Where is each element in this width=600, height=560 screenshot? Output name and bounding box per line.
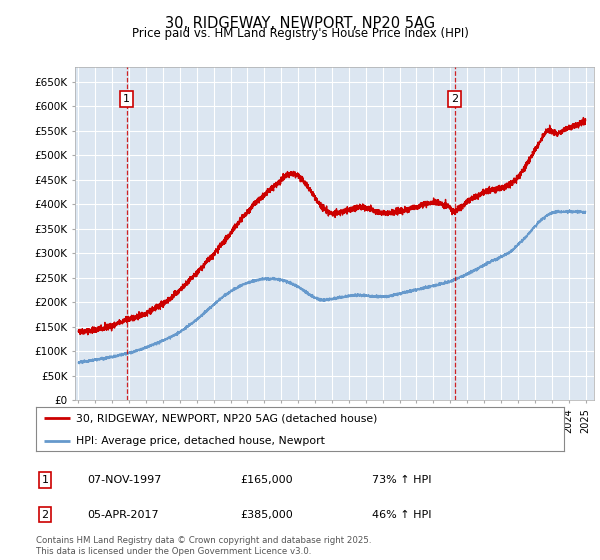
Text: 2: 2 [451,94,458,104]
Text: HPI: Average price, detached house, Newport: HPI: Average price, detached house, Newp… [76,436,325,446]
Text: £385,000: £385,000 [240,510,293,520]
Text: 30, RIDGEWAY, NEWPORT, NP20 5AG (detached house): 30, RIDGEWAY, NEWPORT, NP20 5AG (detache… [76,413,377,423]
Text: 46% ↑ HPI: 46% ↑ HPI [372,510,431,520]
Text: Contains HM Land Registry data © Crown copyright and database right 2025.
This d: Contains HM Land Registry data © Crown c… [36,536,371,556]
Text: £165,000: £165,000 [240,475,293,485]
Text: 07-NOV-1997: 07-NOV-1997 [87,475,161,485]
Text: Price paid vs. HM Land Registry's House Price Index (HPI): Price paid vs. HM Land Registry's House … [131,27,469,40]
Text: 1: 1 [41,475,49,485]
Text: 30, RIDGEWAY, NEWPORT, NP20 5AG: 30, RIDGEWAY, NEWPORT, NP20 5AG [165,16,435,31]
Text: 1: 1 [123,94,130,104]
Text: 05-APR-2017: 05-APR-2017 [87,510,158,520]
Text: 73% ↑ HPI: 73% ↑ HPI [372,475,431,485]
Text: 2: 2 [41,510,49,520]
